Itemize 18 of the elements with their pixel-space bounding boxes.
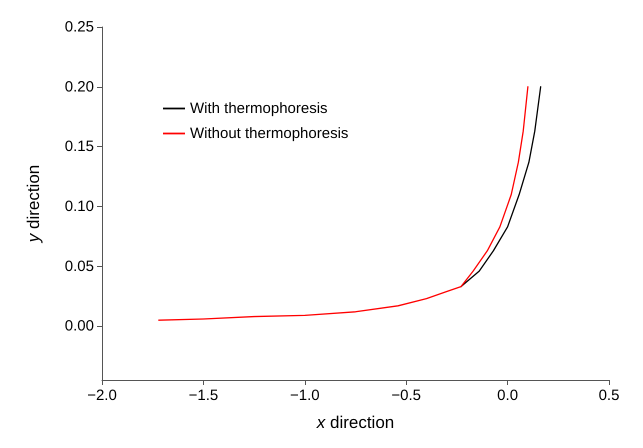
y-tick-label: 0.15 (64, 138, 94, 156)
line-series (460, 86, 542, 288)
x-axis-title: x direction (316, 413, 394, 432)
x-tick-label: 0.0 (497, 387, 518, 404)
x-tick-label: −2.0 (87, 387, 117, 404)
y-tick-label: 0.00 (64, 318, 94, 335)
x-tick-label: −0.5 (391, 387, 422, 404)
legend-label: Without thermophoresis (190, 125, 348, 142)
legend-label: With thermophoresis (190, 100, 328, 117)
x-tick-label: −1.0 (290, 387, 320, 404)
y-tick-label: 0.25 (64, 18, 94, 36)
x-tick-label: −1.5 (188, 387, 218, 404)
y-tick-label: 0.05 (64, 258, 94, 275)
line-series (158, 86, 529, 321)
y-axis-title: y direction (24, 164, 43, 244)
x-tick-label: 0.5 (598, 387, 620, 404)
y-tick-label: 0.20 (64, 78, 94, 96)
y-tick-label: 0.10 (64, 198, 94, 215)
